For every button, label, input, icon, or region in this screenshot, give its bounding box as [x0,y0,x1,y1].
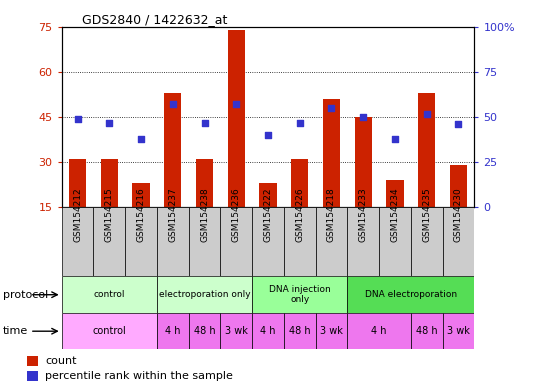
FancyBboxPatch shape [443,313,474,349]
Bar [227,30,245,207]
Point [422,111,431,117]
FancyBboxPatch shape [284,313,316,349]
Text: 4 h: 4 h [371,326,387,336]
FancyBboxPatch shape [443,207,474,276]
Text: 3 wk: 3 wk [320,326,343,336]
Text: GSM154215: GSM154215 [105,187,114,242]
FancyBboxPatch shape [316,313,347,349]
Text: GSM154238: GSM154238 [200,187,209,242]
Text: percentile rank within the sample: percentile rank within the sample [45,371,233,381]
Text: GSM154235: GSM154235 [422,187,431,242]
Text: GSM154216: GSM154216 [137,187,145,242]
FancyBboxPatch shape [379,207,411,276]
Bar [69,159,86,207]
Text: GSM154226: GSM154226 [295,187,304,242]
Text: 3 wk: 3 wk [447,326,470,336]
Text: GSM154218: GSM154218 [327,187,336,242]
FancyBboxPatch shape [189,207,220,276]
Text: count: count [45,356,77,366]
Point [391,136,399,142]
Point [168,101,177,108]
Text: GSM154233: GSM154233 [359,187,368,242]
Text: DNA electroporation: DNA electroporation [365,290,457,299]
Point [200,119,209,126]
Point [232,101,241,108]
FancyBboxPatch shape [62,313,157,349]
Text: DNA injection
only: DNA injection only [269,285,331,305]
Text: GSM154212: GSM154212 [73,187,82,242]
Text: 48 h: 48 h [193,326,215,336]
Bar [418,93,435,207]
Bar [450,165,467,207]
Point [295,119,304,126]
FancyBboxPatch shape [316,207,347,276]
Text: GSM154222: GSM154222 [264,187,272,242]
Bar [386,180,404,207]
Text: time: time [3,326,28,336]
Bar [354,117,372,207]
Text: GDS2840 / 1422632_at: GDS2840 / 1422632_at [83,13,228,26]
Text: 4 h: 4 h [165,326,181,336]
FancyBboxPatch shape [157,207,189,276]
Text: control: control [93,290,125,299]
FancyBboxPatch shape [252,313,284,349]
Point [264,132,272,138]
Bar [27,356,38,366]
Point [137,136,145,142]
FancyBboxPatch shape [284,207,316,276]
Point [359,114,368,120]
Bar [259,183,277,207]
Bar [291,159,309,207]
Point [73,116,82,122]
FancyBboxPatch shape [252,276,347,313]
FancyBboxPatch shape [411,313,443,349]
Bar [101,159,118,207]
Bar [132,183,150,207]
FancyBboxPatch shape [220,207,252,276]
Bar [323,99,340,207]
Text: GSM154236: GSM154236 [232,187,241,242]
Text: GSM154234: GSM154234 [391,187,399,242]
Point [454,121,463,127]
Text: electroporation only: electroporation only [159,290,250,299]
Text: 4 h: 4 h [260,326,276,336]
Text: 3 wk: 3 wk [225,326,248,336]
Text: protocol: protocol [3,290,48,300]
FancyBboxPatch shape [157,276,252,313]
FancyBboxPatch shape [347,276,474,313]
Point [105,119,114,126]
FancyBboxPatch shape [220,313,252,349]
FancyBboxPatch shape [157,313,189,349]
FancyBboxPatch shape [125,207,157,276]
Text: GSM154230: GSM154230 [454,187,463,242]
Bar [164,93,182,207]
Point [327,105,336,111]
FancyBboxPatch shape [189,313,220,349]
Text: 48 h: 48 h [289,326,310,336]
Text: 48 h: 48 h [416,326,437,336]
Bar [27,371,38,381]
FancyBboxPatch shape [62,276,157,313]
Text: control: control [92,326,126,336]
FancyBboxPatch shape [93,207,125,276]
FancyBboxPatch shape [347,313,411,349]
Bar [196,159,213,207]
Text: GSM154237: GSM154237 [168,187,177,242]
FancyBboxPatch shape [62,207,93,276]
FancyBboxPatch shape [411,207,443,276]
FancyBboxPatch shape [347,207,379,276]
FancyBboxPatch shape [252,207,284,276]
